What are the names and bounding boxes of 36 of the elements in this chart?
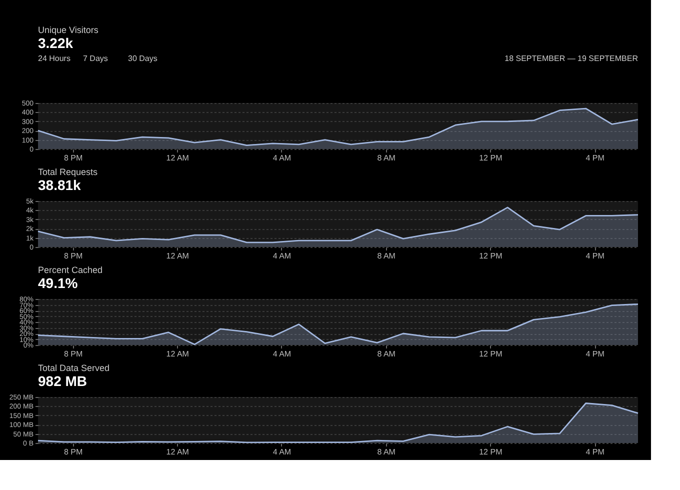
chart-subtitle: 38.81k — [38, 177, 82, 193]
x-tick-label: 12 AM — [166, 350, 190, 358]
chart-title: Total Data Served — [38, 363, 110, 373]
x-tick-label: 8 PM — [64, 448, 83, 456]
x-tick-label: 12 PM — [479, 448, 503, 456]
x-tick-label: 4 AM — [272, 154, 292, 162]
x-tick-label: 12 PM — [479, 154, 503, 162]
x-tick-label: 8 AM — [377, 252, 396, 260]
text: 24 Hours — [38, 54, 70, 63]
x-tick-label: 12 PM — [479, 350, 503, 358]
x-tick-label: 12 AM — [166, 448, 190, 456]
text: 30 Days — [128, 54, 158, 63]
text: 18 SEPTEMBER — 19 SEPTEMBER — [504, 54, 638, 63]
x-tick-label: 12 AM — [166, 154, 190, 162]
x-tick-label: 4 AM — [272, 350, 292, 358]
x-tick-label: 4 PM — [586, 252, 605, 260]
x-tick-label: 4 AM — [272, 448, 292, 456]
x-tick-label: 8 AM — [377, 448, 396, 456]
x-tick-label: 8 PM — [64, 252, 83, 260]
x-tick-label: 12 PM — [479, 252, 503, 260]
x-tick-label: 8 PM — [64, 350, 83, 358]
text: 7 Days — [83, 54, 108, 63]
x-tick-label: 8 PM — [64, 154, 83, 162]
chart-title: Percent Cached — [38, 265, 103, 275]
x-tick-label: 4 PM — [586, 350, 605, 358]
chart-subtitle: 982 MB — [38, 373, 88, 389]
chart-title: Unique Visitors — [38, 25, 99, 35]
x-tick-label: 4 PM — [586, 448, 605, 456]
x-tick-label: 8 AM — [377, 350, 396, 358]
chart-title: Total Requests — [38, 167, 98, 177]
x-tick-label: 8 AM — [377, 154, 396, 162]
chart-subtitle: 3.22k — [38, 35, 74, 51]
x-tick-label: 4 AM — [272, 252, 292, 260]
x-tick-label: 12 AM — [166, 252, 190, 260]
x-tick-label: 4 PM — [586, 154, 605, 162]
chart-subtitle: 49.1% — [38, 275, 78, 291]
